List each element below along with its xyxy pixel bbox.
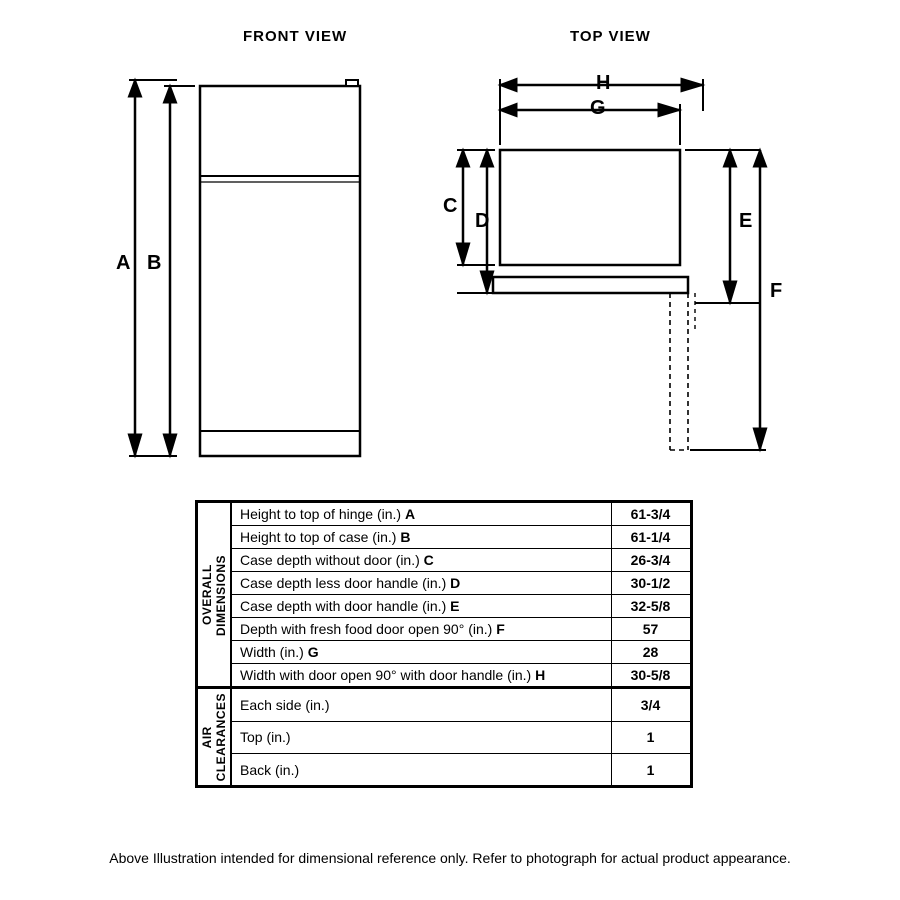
dimension-value: 32-5/8 — [611, 595, 691, 618]
table-row: OVERALLDIMENSIONSHeight to top of hinge … — [197, 502, 692, 526]
dimension-value: 30-5/8 — [611, 664, 691, 688]
dimension-value: 26-3/4 — [611, 549, 691, 572]
dimension-value: 3/4 — [611, 688, 691, 722]
dimension-description: Case depth without door (in.) C — [231, 549, 611, 572]
section-header: OVERALLDIMENSIONS — [197, 502, 232, 688]
dimension-description: Width with door open 90° with door handl… — [231, 664, 611, 688]
dimension-description: Top (in.) — [231, 721, 611, 753]
dimension-value: 61-3/4 — [611, 502, 691, 526]
dim-label-d: D — [475, 210, 489, 233]
table-row: Depth with fresh food door open 90° (in.… — [197, 618, 692, 641]
top-view-diagram — [445, 55, 805, 475]
dim-label-a: A — [116, 252, 130, 275]
table-row: AIRCLEARANCESEach side (in.)3/4 — [197, 688, 692, 722]
dimensions-table: OVERALLDIMENSIONSHeight to top of hinge … — [195, 500, 693, 788]
dimension-description: Height to top of hinge (in.) A — [231, 502, 611, 526]
section-header: AIRCLEARANCES — [197, 688, 232, 787]
dimension-description: Case depth less door handle (in.) D — [231, 572, 611, 595]
footnote-text: Above Illustration intended for dimensio… — [0, 850, 900, 866]
dimension-value: 30-1/2 — [611, 572, 691, 595]
dimension-description: Each side (in.) — [231, 688, 611, 722]
table-row: Width with door open 90° with door handl… — [197, 664, 692, 688]
dim-label-h: H — [596, 72, 610, 95]
top-view-title: TOP VIEW — [570, 28, 651, 45]
dim-label-g: G — [590, 97, 606, 120]
dim-label-e: E — [739, 210, 752, 233]
table-row: Case depth without door (in.) C26-3/4 — [197, 549, 692, 572]
dimension-value: 1 — [611, 721, 691, 753]
table-row: Top (in.)1 — [197, 721, 692, 753]
table-row: Case depth with door handle (in.) E32-5/… — [197, 595, 692, 618]
dim-label-b: B — [147, 252, 161, 275]
dimension-description: Height to top of case (in.) B — [231, 526, 611, 549]
table-row: Back (in.)1 — [197, 753, 692, 787]
table-row: Width (in.) G28 — [197, 641, 692, 664]
dim-label-c: C — [443, 195, 457, 218]
dimension-description: Width (in.) G — [231, 641, 611, 664]
dim-label-f: F — [770, 280, 782, 303]
front-view-title: FRONT VIEW — [243, 28, 347, 45]
dimension-value: 61-1/4 — [611, 526, 691, 549]
dimension-description: Depth with fresh food door open 90° (in.… — [231, 618, 611, 641]
dimension-value: 28 — [611, 641, 691, 664]
dimension-description: Back (in.) — [231, 753, 611, 787]
dimension-description: Case depth with door handle (in.) E — [231, 595, 611, 618]
table-row: Case depth less door handle (in.) D30-1/… — [197, 572, 692, 595]
dimension-value: 57 — [611, 618, 691, 641]
table-row: Height to top of case (in.) B61-1/4 — [197, 526, 692, 549]
dimension-value: 1 — [611, 753, 691, 787]
